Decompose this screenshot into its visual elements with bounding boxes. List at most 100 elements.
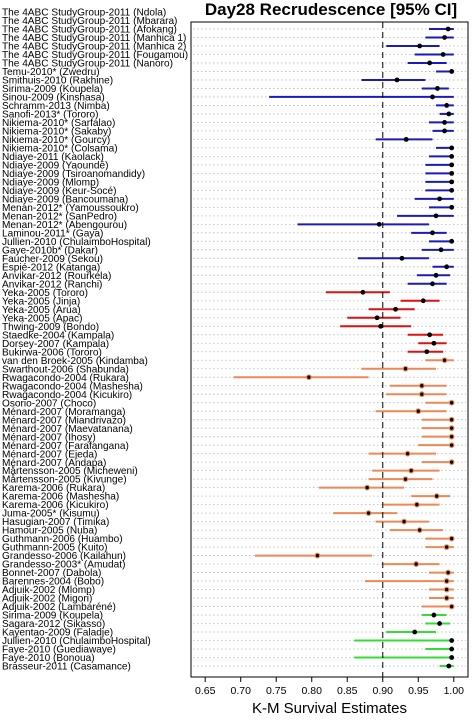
study-label: Sirima-2009 (Koupela) <box>2 84 103 95</box>
study-label: Menan-2012* (Yamoussoukro) <box>2 203 139 214</box>
study-label: Yeka-2005 (Jinja) <box>2 296 80 307</box>
study-label: Ménard-2007 (Miandrivazo) <box>2 415 126 426</box>
study-label: Anvikar-2012 (Rourkela) <box>2 271 111 282</box>
study-label: Ménard-2007 (Maevatanana) <box>2 424 133 435</box>
estimate-point <box>431 340 437 346</box>
study-label: Sagara-2012 (Sikasso) <box>2 619 105 630</box>
estimate-point <box>424 349 430 355</box>
study-label: Menan-2012* (Abengourou) <box>2 220 127 231</box>
estimate-point <box>438 247 444 253</box>
estimate-point <box>433 493 440 500</box>
study-label: The 4ABC StudyGroup-2011 (Nanoro) <box>2 59 173 70</box>
estimate-point <box>417 43 423 49</box>
estimate-point <box>393 306 398 312</box>
study-label: Rwagacondo-2004 (Mashesha) <box>2 381 143 392</box>
estimate-point <box>431 612 437 618</box>
estimate-point <box>445 569 452 576</box>
study-label: Menan-2012* (SanPedro) <box>2 211 117 222</box>
x-tick-label: 0.70 <box>230 685 251 697</box>
study-label: Adjuik-2002 (Mlomp) <box>2 585 95 596</box>
study-label: The 4ABC StudyGroup-2011 (Fougamou) <box>2 50 188 61</box>
study-label: Hasugian-2007 (Timika) <box>2 517 109 528</box>
study-label: Swarthout-2006 (Shabunda) <box>2 364 129 375</box>
study-label: Schramm-2013 (Nimba) <box>2 101 110 112</box>
study-label: Grandesso-2006 (Kailahun) <box>2 551 126 562</box>
chart-title: Day28 Recrudescence [95% CI] <box>204 0 458 19</box>
study-label: Kayentao-2009 (Faladje) <box>2 628 113 639</box>
estimate-point <box>443 595 450 601</box>
study-label: Ndiaye-2009 (Tsiroanomandidy) <box>2 169 145 180</box>
study-label: The 4ABC StudyGroup-2011 (Afokang) <box>2 25 177 36</box>
study-label: Ndiaye-2009 (Mlomp) <box>2 177 99 188</box>
study-label: The 4ABC StudyGroup-2011 (Mbarara) <box>2 16 177 27</box>
study-label: Bukirwa-2006 (Tororo) <box>2 347 102 358</box>
x-tick-label: 0.90 <box>373 685 394 697</box>
estimate-point <box>441 357 448 364</box>
estimate-point <box>376 221 382 227</box>
estimate-point <box>449 238 455 244</box>
study-label: Ndiaye-2009 (Yaoundé) <box>2 160 108 171</box>
estimate-point <box>314 552 321 559</box>
estimate-point <box>430 281 435 287</box>
study-label: Ndiaye-2011 (Kaolack) <box>2 152 104 163</box>
estimate-point <box>394 77 400 83</box>
study-label: Jullien-2010 (ChulaimboHospital) <box>2 237 151 248</box>
estimate-point <box>448 442 455 449</box>
estimate-point <box>448 425 455 432</box>
study-label: Adjuik-2002 (Lambaréné) <box>2 602 116 613</box>
estimate-point <box>437 621 442 626</box>
estimate-point <box>448 416 455 423</box>
study-label: Smithuis-2010 (Rakhine) <box>2 76 113 87</box>
study-label: Sanofi-2013* (Tororo) <box>2 110 99 121</box>
estimate-point <box>449 204 455 210</box>
study-label: Nikiema-2010* (Gourcy) <box>2 135 110 146</box>
estimate-point <box>418 382 425 389</box>
study-label: Ménard-2007 (Andapa) <box>2 458 106 469</box>
estimate-point <box>399 255 405 261</box>
estimate-point <box>446 111 452 117</box>
estimate-point <box>442 120 447 125</box>
study-label: Ménard-2007 (Farafangana) <box>2 441 129 452</box>
estimate-point <box>412 629 418 635</box>
study-label: Hamour-2005 (Nuba) <box>2 526 97 537</box>
estimate-point <box>448 433 455 440</box>
study-label: Laminou-2011* (Gaya) <box>2 228 103 239</box>
estimate-point <box>435 86 440 91</box>
estimate-point <box>443 586 450 593</box>
estimate-point <box>449 179 455 185</box>
study-label: Ndiaye-2009 (Bancoumana) <box>2 194 128 205</box>
estimate-point <box>448 459 455 466</box>
study-label: Bonnet-2007 (Dabola) <box>2 568 101 579</box>
estimate-point <box>360 289 366 295</box>
estimate-point <box>378 323 384 329</box>
study-label: Anvikar-2012 (Ranchi) <box>2 279 102 290</box>
study-label: Guthmann-2005 (Kuito) <box>2 543 107 554</box>
estimate-point <box>418 391 425 398</box>
study-label: Rwagacondo-2004 (Kicukiro) <box>2 390 132 401</box>
study-label: Thwing-2009 (Bondo) <box>2 322 99 333</box>
study-label: Guthmann-2006 (Huambo) <box>2 534 123 545</box>
estimate-point <box>415 408 422 415</box>
estimate-point <box>420 298 426 304</box>
study-label: Karema-2006 (Mashesha) <box>2 492 119 503</box>
estimate-point <box>402 365 409 372</box>
study-label: Gaye-2010b* (Dakar) <box>2 245 98 256</box>
study-label: Ménard-2007 (Ejeda) <box>2 449 97 460</box>
study-label: Mårtensson-2005 (Kivunge) <box>2 474 127 486</box>
study-label: Yeka-2005 (Apac) <box>2 313 82 324</box>
study-label: Karema-2006 (Kicukiro) <box>2 500 109 511</box>
estimate-point <box>443 578 450 584</box>
study-label: Dorsey-2007 (Kampala) <box>2 339 109 350</box>
estimate-point <box>449 153 455 159</box>
estimate-point <box>443 544 450 550</box>
study-label: Adjuik-2002 (Migori) <box>2 594 92 605</box>
estimate-point <box>433 213 439 219</box>
study-label: Nikiema-2010* (Colsama) <box>2 143 118 154</box>
estimate-point <box>449 638 455 643</box>
study-label: Mårtensson-2005 (Micheweni) <box>2 465 138 477</box>
estimate-point <box>413 561 420 567</box>
study-label: Faye-2010 (Bonoua) <box>2 653 95 664</box>
study-label: Faucher-2009 (Sekou) <box>2 254 103 265</box>
x-tick-label: 0.65 <box>195 685 216 697</box>
